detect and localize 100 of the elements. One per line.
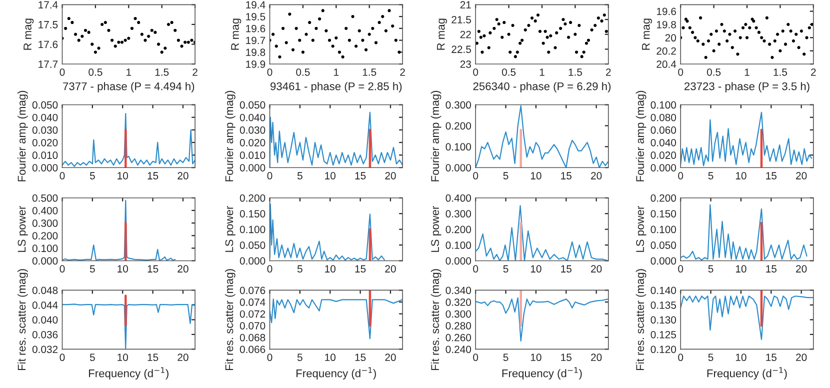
point xyxy=(147,34,150,38)
y-tick-label: 21 xyxy=(460,1,471,8)
y-tick-label: 0.150 xyxy=(650,210,676,218)
y-tick-label: 0.100 xyxy=(650,101,676,109)
x-tick-label: 0 xyxy=(473,354,478,362)
point xyxy=(566,36,570,39)
y-tick-label: 0.240 xyxy=(446,346,472,354)
point xyxy=(361,38,364,42)
x-tick-label: 0 xyxy=(267,354,272,362)
point xyxy=(794,32,798,36)
y-tick-label: 0.100 xyxy=(650,226,676,234)
point xyxy=(358,29,361,32)
point xyxy=(712,49,716,52)
y-tick-label: 0.280 xyxy=(446,322,472,330)
x-tick-label: 20 xyxy=(178,172,188,180)
point xyxy=(805,36,808,40)
point xyxy=(789,29,792,33)
y-tick-label: 0.076 xyxy=(240,286,266,294)
point xyxy=(736,52,740,56)
point xyxy=(720,22,724,26)
y-tick-label: 20 xyxy=(665,34,676,42)
point xyxy=(784,42,788,46)
point xyxy=(538,30,542,33)
x-tick-label: 1.5 xyxy=(568,68,582,76)
point xyxy=(104,20,107,24)
point xyxy=(718,42,721,46)
point xyxy=(554,46,557,50)
point xyxy=(511,24,514,27)
point xyxy=(704,56,708,59)
y-axis-title: Fit res. scatter (mag) xyxy=(636,269,646,370)
point xyxy=(381,14,384,18)
y-tick-label: 19.8 xyxy=(246,48,266,56)
point xyxy=(797,46,800,50)
point xyxy=(586,38,590,42)
x-tick-label: 5 xyxy=(503,172,508,180)
point xyxy=(802,52,806,56)
y-tick-label: 0.140 xyxy=(650,286,676,294)
point xyxy=(388,9,391,12)
y-tick-label: 17.5 xyxy=(38,21,58,28)
x-tick-label: 20 xyxy=(796,354,807,362)
point xyxy=(778,49,782,52)
x-tick-label: 0 xyxy=(473,265,478,273)
y-tick-label: 0.040 xyxy=(650,138,676,146)
y-tick-label: 0.030 xyxy=(32,126,58,134)
x-tick-label: 0 xyxy=(60,265,65,273)
y-tick-label: 0.066 xyxy=(240,346,266,354)
y-axis-title: LS power xyxy=(18,206,28,252)
point xyxy=(542,42,545,45)
y-tick-label: 22.5 xyxy=(452,46,471,54)
point xyxy=(728,32,732,36)
x-tick-label: 10 xyxy=(325,354,336,362)
x-tick-label: 0 xyxy=(60,68,65,76)
point xyxy=(74,32,78,36)
y-axis-title: R mag xyxy=(642,18,652,50)
point xyxy=(760,36,764,40)
point xyxy=(726,39,729,42)
y-tick-label: 0.100 xyxy=(446,242,472,249)
point xyxy=(308,20,312,24)
x-tick-label: 0 xyxy=(678,354,684,362)
y-axis-title: Fourier amp (mag) xyxy=(636,90,646,182)
x-tick-label: 10 xyxy=(736,172,746,180)
point xyxy=(808,26,811,30)
y-tick-label: 22 xyxy=(460,30,471,38)
y-axis-title: R mag xyxy=(24,18,34,50)
point xyxy=(500,36,504,39)
y-tick-label: 0.200 xyxy=(240,194,266,202)
point xyxy=(318,17,322,20)
point xyxy=(574,32,577,36)
point xyxy=(549,34,552,38)
point xyxy=(792,39,796,42)
y-axis-title: Fit res. scatter (mag) xyxy=(430,269,442,370)
point xyxy=(744,22,748,26)
y-axis-title: R mag xyxy=(437,18,447,50)
x-axis-title: 256340 - phase (P = 6.29 h) xyxy=(473,82,611,92)
point xyxy=(574,50,578,54)
point xyxy=(114,44,117,48)
point xyxy=(520,38,524,42)
point xyxy=(497,22,500,26)
y-tick-label: 0.300 xyxy=(446,210,472,218)
y-tick-label: 0.040 xyxy=(32,316,58,324)
x-tick-label: 15 xyxy=(766,354,777,362)
x-tick-label: 0.5 xyxy=(88,68,102,76)
y-axis-title: Fourier amp (mag) xyxy=(430,90,442,182)
point xyxy=(698,16,702,20)
y-tick-label: 0.130 xyxy=(650,316,676,324)
point xyxy=(527,24,530,27)
y-tick-label: 0.000 xyxy=(650,257,676,265)
x-tick-label: 15 xyxy=(355,265,366,273)
y-tick-label: 19.9 xyxy=(246,60,266,68)
point xyxy=(176,38,180,42)
x-tick-label: 0.5 xyxy=(706,68,721,76)
x-tick-label: 0 xyxy=(267,265,272,273)
y-tick-label: 0.340 xyxy=(446,286,472,294)
y-tick-label: 19.7 xyxy=(246,36,266,44)
point xyxy=(480,50,484,54)
point xyxy=(80,34,84,38)
point xyxy=(140,32,144,36)
point xyxy=(288,12,292,16)
x-axis-title: Frequency (d$^{−1}$) xyxy=(707,367,787,380)
x-tick-label: 10 xyxy=(736,354,746,362)
